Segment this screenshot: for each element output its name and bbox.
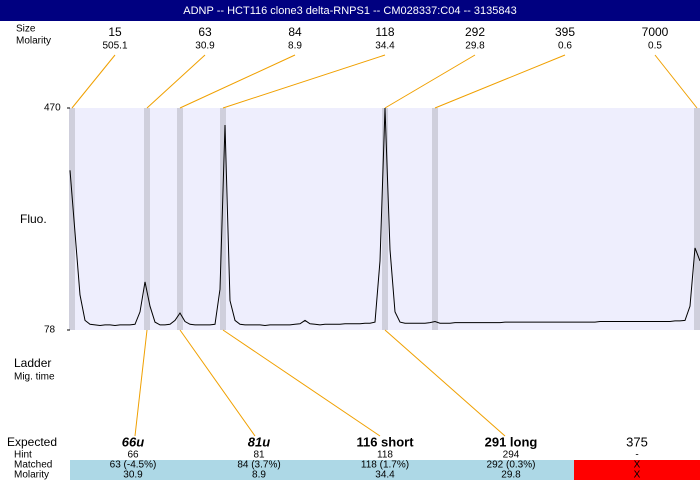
matched-cell [70,460,196,480]
connector [71,54,116,109]
peak-marker [432,108,438,330]
hint: 118 [377,450,393,461]
matched: 63 (-4.5%) [110,460,157,471]
hint: 294 [503,450,520,461]
peak-molarity: 29.8 [465,41,485,52]
connector [146,54,206,109]
row-label: Molarity [14,470,49,480]
ladder-label: Ladder [14,356,51,370]
matched: 292 (0.3%) [487,460,536,471]
y-tick-label: 470 [44,103,61,114]
title-bar [0,0,700,21]
hint: 81 [253,450,265,461]
molarity: X [634,470,641,480]
ladder-connector [134,329,148,437]
peak-size: 7000 [642,25,669,39]
ladder-connector [179,329,256,437]
peak-molarity: 8.9 [288,41,302,52]
y-tick-label: 78 [44,325,56,336]
hint: - [635,450,638,461]
molarity: 8.9 [252,470,266,480]
y-axis-label: Fluo. [20,212,47,226]
connector [222,54,386,109]
ladder-connector [222,329,381,437]
peak-size: 292 [465,25,485,39]
matched-cell [448,460,574,480]
peak-marker [694,108,700,330]
trace [69,107,700,327]
peak-molarity: 0.6 [558,41,572,52]
peak-marker [144,108,150,330]
expected: 116 short [356,434,414,449]
molarity: 29.8 [501,470,521,480]
peak-size: 395 [555,25,575,39]
peak-marker [382,108,388,330]
peak-marker [69,108,75,330]
hint: 66 [127,450,139,461]
peak-molarity: 0.5 [648,41,662,52]
expected: 291 long [485,434,538,449]
row-label: Hint [14,450,32,461]
molarity: 34.4 [375,470,395,480]
mig-time-label: Mig. time [14,372,55,383]
connector [179,54,296,109]
row-label: Expected [7,435,57,449]
expected: 375 [626,434,648,449]
connector [384,54,476,109]
peak-molarity: 34.4 [375,41,395,52]
peak-size: 15 [108,25,122,39]
peak-marker [177,108,183,330]
matched-cell [322,460,448,480]
peak-marker [220,108,226,330]
peak-size: 84 [288,25,302,39]
expected: 81u [248,434,270,449]
molarity-label: Molarity [16,36,51,47]
matched: 118 (1.7%) [361,460,409,471]
peak-size: 63 [198,25,212,39]
ladder-connector [384,329,506,437]
matched-cell [196,460,322,480]
row-label: Matched [14,460,52,471]
title: ADNP -- HCT116 clone3 delta-RNPS1 -- CM0… [183,5,516,17]
peak-size: 118 [375,25,394,39]
expected: 66u [122,434,144,449]
molarity: 30.9 [123,470,143,480]
matched: 84 (3.7%) [237,460,280,471]
connector [654,54,698,109]
connector [434,54,566,109]
peak-molarity: 30.9 [195,41,215,52]
matched-cell [574,460,700,480]
peak-molarity: 505.1 [102,41,127,52]
size-label: Size [16,24,36,35]
matched: X [634,460,641,471]
